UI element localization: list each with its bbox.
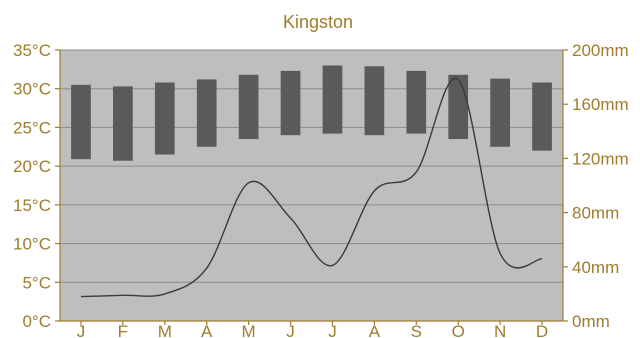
left-tick-label: 35°C [13, 41, 51, 60]
precipitation-line [80, 77, 543, 298]
left-tick-label: 20°C [13, 157, 51, 176]
left-tick-label: 10°C [13, 235, 51, 254]
left-tick-label: 30°C [13, 80, 51, 99]
left-tick-label: 25°C [13, 118, 51, 137]
right-tick-label: 120mm [572, 149, 629, 168]
temperature-bar [238, 74, 259, 140]
x-tick-label: J [286, 322, 295, 338]
left-tick-label: 0°C [22, 312, 51, 331]
x-tick-label: A [201, 322, 213, 338]
right-tick-label: 0mm [572, 312, 610, 331]
gridlines [60, 49, 563, 283]
x-tick-label: J [328, 322, 337, 338]
axes [55, 49, 568, 325]
left-tick-label: 5°C [22, 273, 51, 292]
plot-area [60, 50, 563, 321]
temperature-bar [448, 74, 469, 140]
temperature-bar [322, 65, 343, 134]
x-tick-label: F [118, 322, 128, 338]
temperature-bar [113, 86, 133, 161]
temperature-bar [154, 82, 175, 155]
temperature-bar [364, 66, 385, 136]
temperature-bar [490, 78, 510, 147]
right-tick-label: 80mm [572, 204, 619, 223]
temperature-bar [406, 70, 427, 134]
x-tick-label: A [369, 322, 381, 338]
x-tick-label: O [452, 322, 465, 338]
right-tick-label: 40mm [572, 258, 619, 277]
tick-labels: 0°C 5°C 10°C 15°C 20°C 25°C 30°C 35°C 0mm 40mm 80m… [13, 41, 629, 338]
x-tick-label: M [242, 322, 256, 338]
right-tick-label: 160mm [572, 95, 629, 114]
temperature-bar [196, 79, 217, 147]
x-tick-label: J [77, 322, 86, 338]
temperature-bar [280, 70, 301, 136]
left-tick-label: 15°C [13, 196, 51, 215]
temperature-bar [71, 84, 91, 160]
x-tick-label: S [411, 322, 422, 338]
temperature-bar [532, 82, 552, 151]
x-tick-label: M [158, 322, 172, 338]
chart-title: Kingston [283, 12, 353, 32]
x-tick-label: D [536, 322, 548, 338]
x-tick-label: N [494, 322, 506, 338]
right-tick-label: 200mm [572, 41, 629, 60]
